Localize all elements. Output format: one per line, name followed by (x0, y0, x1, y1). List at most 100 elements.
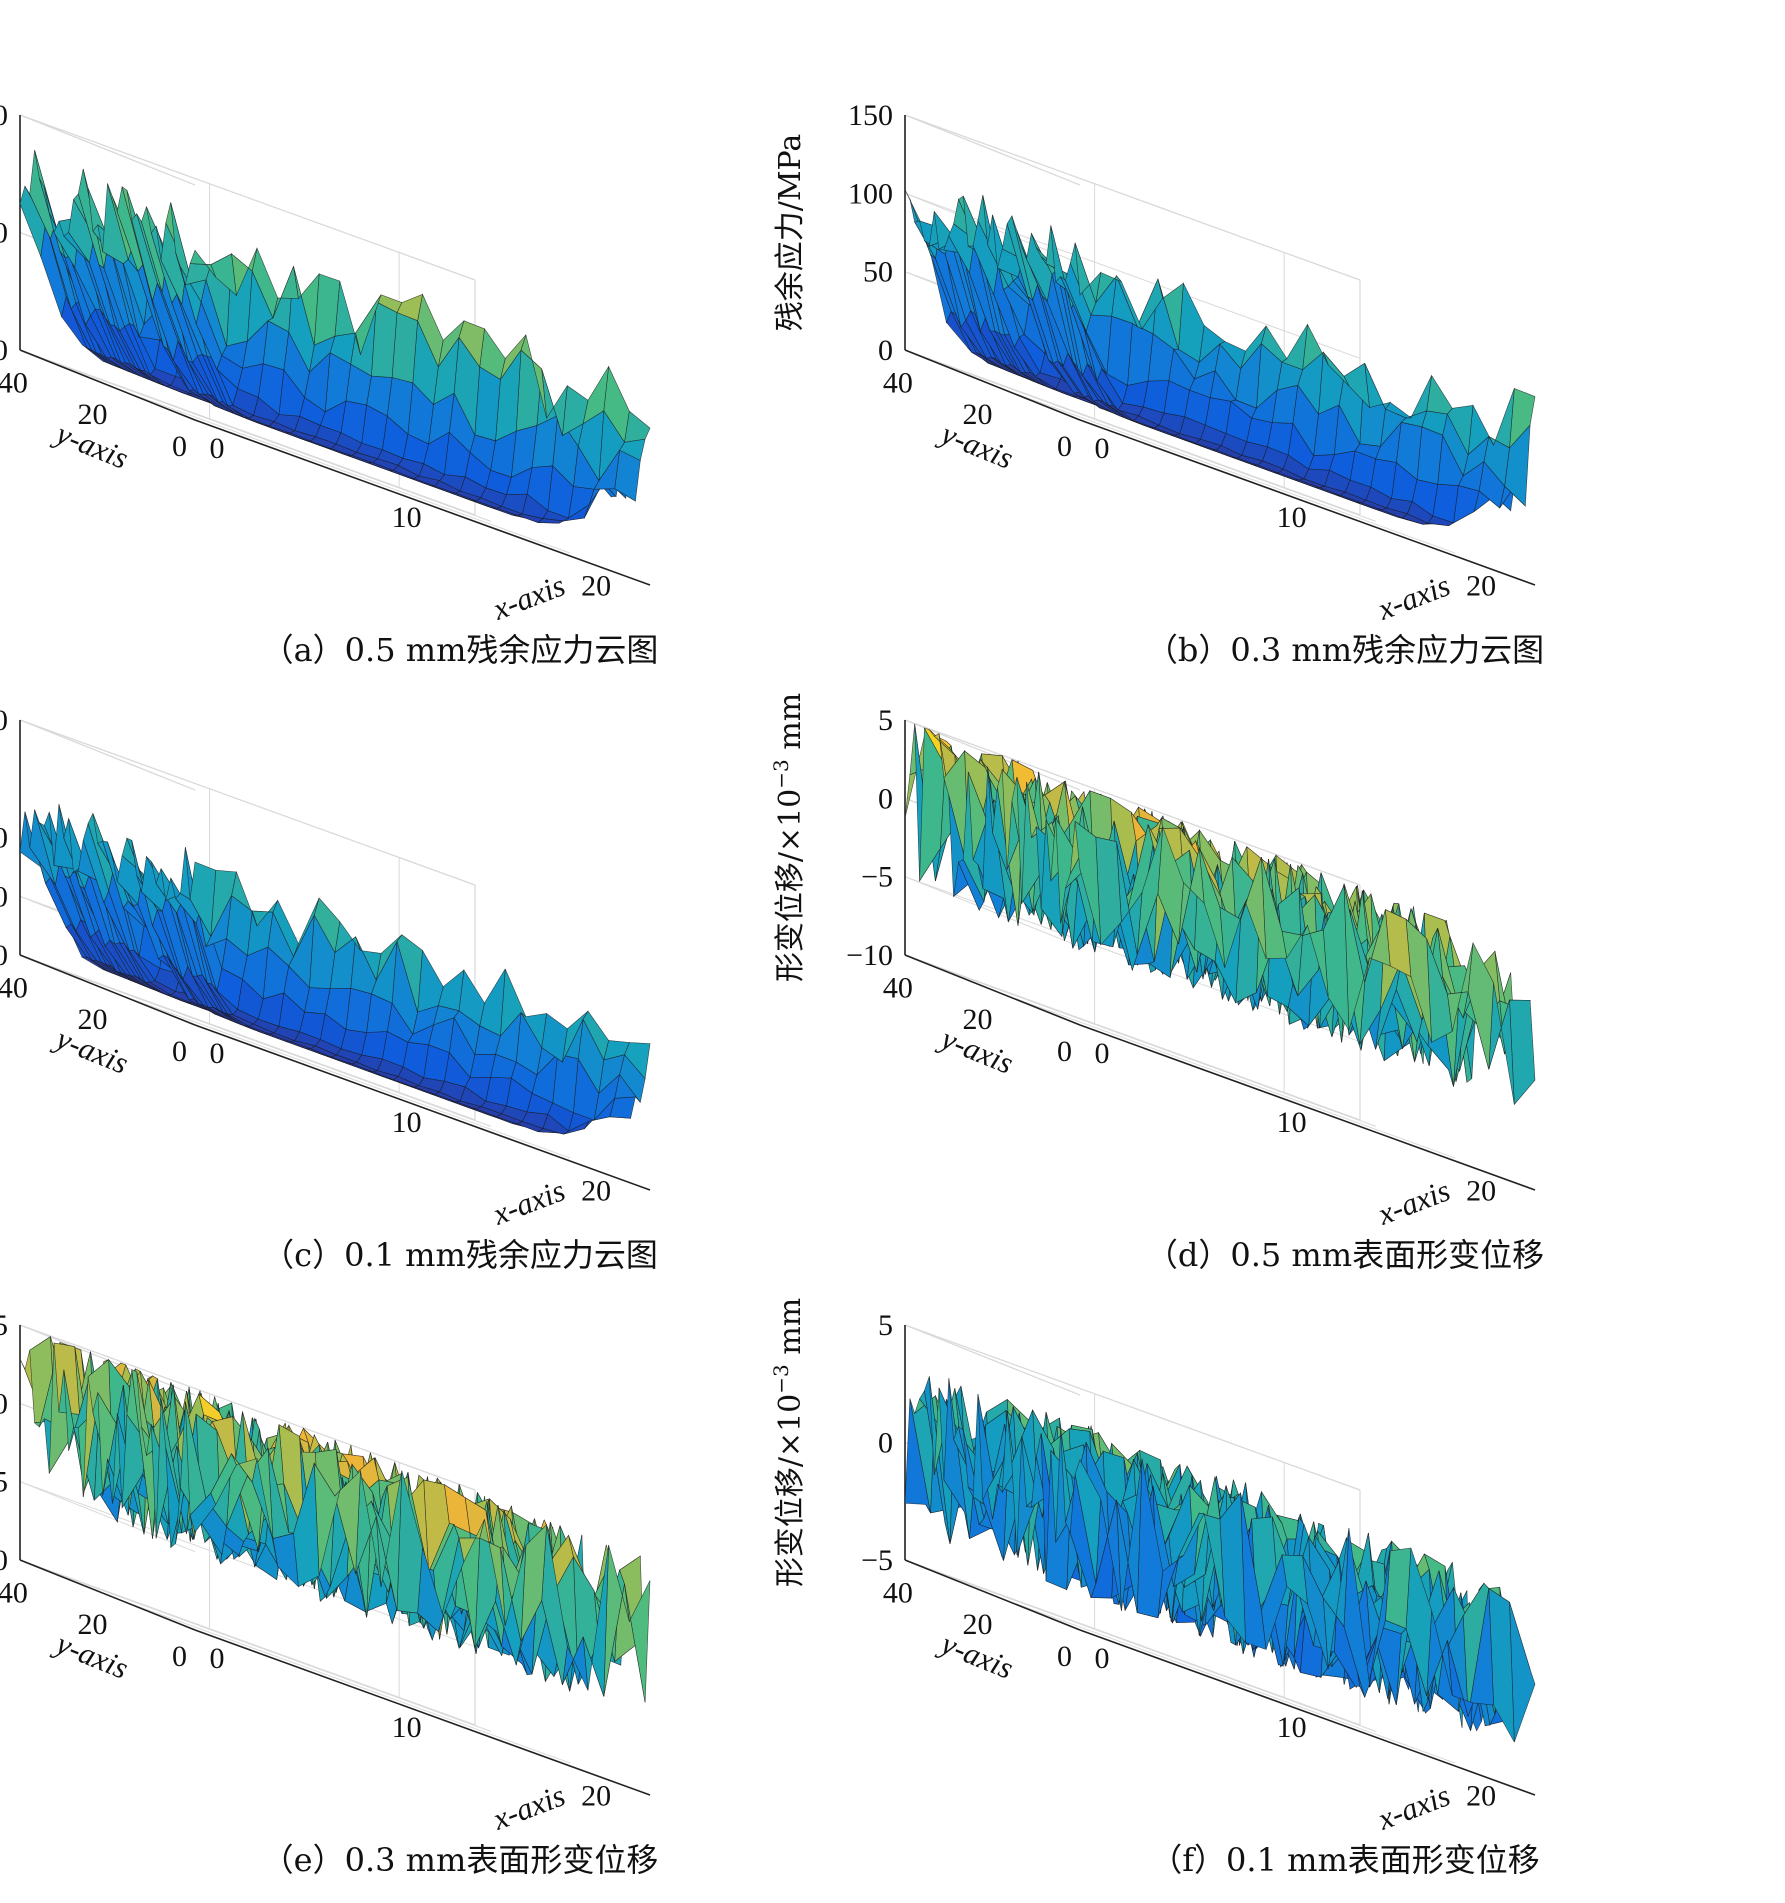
grid-line (115, 387, 571, 554)
x-tick-label: 20 (581, 1780, 611, 1813)
y-tick-label: 40 (883, 366, 913, 399)
grid-line (1000, 1597, 1456, 1764)
x-tick-label: 20 (1466, 570, 1496, 603)
grid-line (1000, 387, 1456, 554)
grid-line (19, 1481, 196, 1553)
z-tick-label: 100 (0, 99, 8, 132)
y-axis-line (19, 954, 196, 1026)
surface-patch (1074, 1459, 1102, 1584)
y-axis-line (19, 349, 196, 421)
chart-panel-f: −5 0 5 0 10 20 0 20 40 x-axis y-axis 形变位移/×10−3 mm （… (769, 1230, 1785, 1879)
x-tick-label: 10 (1277, 1711, 1307, 1744)
x-axis-line (1079, 1629, 1536, 1796)
y-axis-line (904, 954, 1081, 1026)
chart-panel-b: 0 50 100 150 0 10 20 0 20 40 x-axis y-axis 残余应力/MPa （… (773, 20, 1785, 669)
x-tick-label: 0 (210, 432, 225, 465)
y-tick-label: 20 (962, 1608, 992, 1641)
grid-line (920, 960, 1377, 1127)
z-tick-label: 0 (878, 1427, 893, 1460)
z-tick-label: −5 (0, 1466, 8, 1499)
z-tick-label: 100 (848, 177, 893, 210)
chart-panel-a: 0501000102002040x-axisy-axis残余应力/MPa（a）0… (0, 20, 900, 669)
y-tick-label: 20 (962, 1003, 992, 1036)
grid-line (920, 1565, 1377, 1732)
x-tick-label: 10 (392, 501, 422, 534)
x-tick-label: 10 (392, 1711, 422, 1744)
grid-line (115, 992, 571, 1159)
z-tick-label: 200 (0, 704, 8, 737)
z-tick-label: 50 (0, 217, 8, 250)
surface-patch (189, 861, 217, 938)
x-axis-label: x-axis (487, 1172, 570, 1232)
surface (904, 723, 1536, 1106)
surface (904, 1376, 1536, 1743)
z-tick-label: 5 (878, 1309, 893, 1342)
z-tick-label: 0 (0, 334, 8, 367)
z-tick-label: 50 (863, 256, 893, 289)
grid-line (115, 1597, 571, 1764)
surface (19, 1336, 651, 1703)
x-axis-line (194, 419, 651, 586)
surface-plot-e: −10−5050102002040x-axisy-axis形变位移/×10−3 … (0, 1309, 651, 1837)
y-tick-label: 20 (77, 398, 107, 431)
grid-line (904, 876, 1081, 948)
y-tick-label: 40 (0, 1576, 28, 1609)
axes-box (904, 719, 1536, 1191)
y-tick-label: 20 (77, 1003, 107, 1036)
z-tick-label: 0 (878, 334, 893, 367)
y-tick-label: 20 (77, 1608, 107, 1641)
z-axis-label: 残余应力/MPa (773, 134, 808, 332)
z-tick-label: 0 (0, 939, 8, 972)
x-tick-label: 10 (392, 1106, 422, 1139)
x-axis-label: x-axis (1372, 1777, 1455, 1837)
x-tick-label: 10 (1277, 1106, 1307, 1139)
x-axis-line (194, 1024, 651, 1191)
z-tick-label: 50 (0, 880, 8, 913)
x-axis-line (1079, 419, 1536, 586)
y-tick-label: 0 (172, 1640, 187, 1673)
z-tick-label: −5 (861, 1544, 893, 1577)
chart-panel-d: −10 −5 0 5 0 10 20 0 20 40 x-axis y-axis 形变位移/×10−3 … (769, 625, 1785, 1274)
z-axis-label-main: 形变位移/×10 (773, 789, 808, 982)
surface-plot-d: −10−5050102002040x-axisy-axis形变位移/×10−3 … (769, 693, 1536, 1232)
grid-line (904, 114, 1081, 186)
y-tick-label: 40 (0, 366, 28, 399)
surface (19, 804, 651, 1135)
grid-line (35, 960, 492, 1127)
x-tick-label: 0 (1095, 1037, 1110, 1070)
surface-patch (1074, 820, 1101, 945)
x-axis-line (1079, 1024, 1536, 1191)
z-tick-label: 100 (0, 822, 8, 855)
z-tick-label: 5 (878, 704, 893, 737)
y-tick-label: 0 (1057, 430, 1072, 463)
x-axis-label: x-axis (1372, 567, 1455, 627)
grid-line (35, 355, 492, 522)
panel-caption: （e）0.3 mm表面形变位移 (261, 1841, 659, 1879)
x-tick-label: 0 (1095, 1642, 1110, 1675)
z-axis-label: 形变位移/×10−3 mm (769, 693, 808, 982)
x-axis-label: x-axis (1372, 1172, 1455, 1232)
grid-line (904, 1324, 1081, 1396)
surface (904, 189, 1536, 527)
surface-patch (189, 249, 216, 278)
y-tick-label: 0 (172, 430, 187, 463)
z-tick-label: 5 (0, 1309, 8, 1342)
z-axis-label-main: 残余应力/MPa (773, 134, 808, 332)
panel-caption: （d）0.5 mm表面形变位移 (1145, 1236, 1545, 1274)
z-tick-label: 0 (878, 782, 893, 815)
z-tick-label: −10 (0, 1544, 8, 1577)
grid-line (1000, 992, 1456, 1159)
grid-line (35, 1565, 492, 1732)
x-tick-label: 20 (1466, 1780, 1496, 1813)
x-axis-line (194, 1629, 651, 1796)
surface-patch (1488, 388, 1515, 449)
grid-line (19, 114, 196, 186)
y-axis-line (904, 1559, 1081, 1631)
x-axis-label: x-axis (487, 567, 570, 627)
grid-line (19, 719, 196, 791)
z-axis-label-unit: mm (773, 693, 808, 759)
panel-caption: （b）0.3 mm残余应力云图 (1145, 631, 1545, 669)
